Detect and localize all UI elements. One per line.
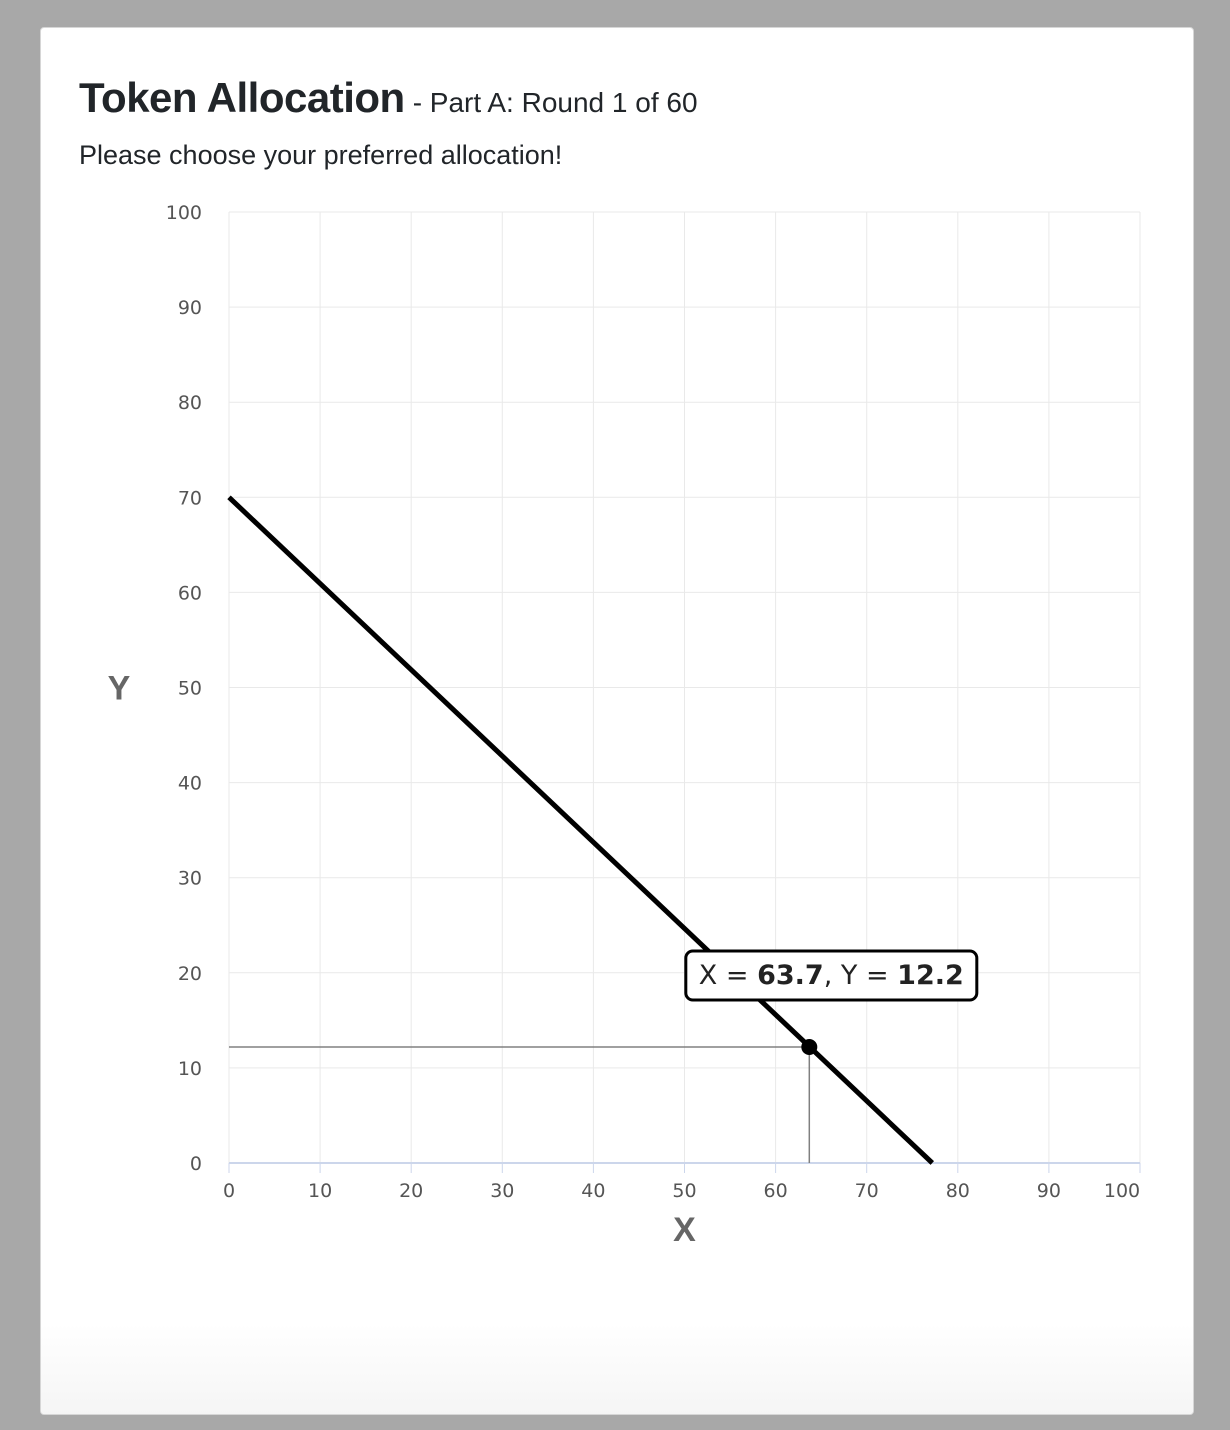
x-tick-label: 50 (672, 1180, 696, 1202)
page-title: Token Allocation (79, 74, 405, 121)
round-indicator: - Part A: Round 1 of 60 (412, 87, 698, 118)
y-tick-label: 40 (178, 773, 202, 795)
allocation-card: Token Allocation - Part A: Round 1 of 60 … (40, 27, 1194, 1415)
tooltip-x-value: 63.7 (757, 960, 824, 991)
y-tick-label: 60 (178, 582, 202, 604)
tooltip-separator: , (824, 960, 841, 991)
x-tick-label: 40 (581, 1180, 605, 1202)
selection-guides (229, 1046, 811, 1163)
y-tick-label: 30 (178, 868, 202, 890)
tooltip-x-label: X = (699, 960, 757, 991)
y-tick-label: 0 (190, 1153, 202, 1175)
tooltip-box (684, 949, 979, 1002)
chart-series[interactable] (227, 495, 935, 1165)
tooltip-y-label: Y = (840, 960, 897, 991)
x-tick-label: 30 (490, 1180, 514, 1202)
y-axis-title: Y (108, 670, 131, 708)
y-tick-label: 20 (178, 963, 202, 985)
x-tick-label: 20 (399, 1180, 423, 1202)
y-tick-label: 100 (166, 202, 202, 224)
x-tick-label: 10 (308, 1180, 332, 1202)
y-tick-label: 50 (178, 678, 202, 700)
chart-axes: 0 10 20 30 40 50 60 70 80 90 100 0 10 20 30 40 50 60 70 80 9… (166, 202, 1141, 1202)
y-tick-label: 80 (178, 392, 202, 414)
selection-layer[interactable] (801, 1038, 818, 1055)
instruction-text: Please choose your preferred allocation! (79, 140, 563, 170)
x-tick-label: 80 (946, 1180, 970, 1202)
y-tick-label: 70 (178, 487, 202, 509)
x-tick-label: 100 (1104, 1180, 1140, 1202)
tooltip-text: X = 63.7, Y = 12.2 (699, 960, 964, 991)
budget-line[interactable] (227, 495, 935, 1165)
x-tick-label: 60 (764, 1180, 788, 1202)
x-tick-label: 70 (855, 1180, 879, 1202)
x-axis-title: X (673, 1211, 696, 1249)
tooltip-y-value: 12.2 (897, 960, 964, 991)
y-tick-label: 90 (178, 297, 202, 319)
selected-point-marker[interactable] (801, 1038, 818, 1055)
y-tick-label: 10 (178, 1058, 202, 1080)
page-heading: Token Allocation - Part A: Round 1 of 60 (79, 74, 698, 122)
card-footer-fade (41, 1324, 1193, 1414)
x-tick-label: 0 (223, 1180, 235, 1202)
chart-grid (228, 211, 1141, 1164)
x-tick-label: 90 (1037, 1180, 1061, 1202)
value-tooltip: X = 63.7, Y = 12.2 (684, 949, 979, 1002)
